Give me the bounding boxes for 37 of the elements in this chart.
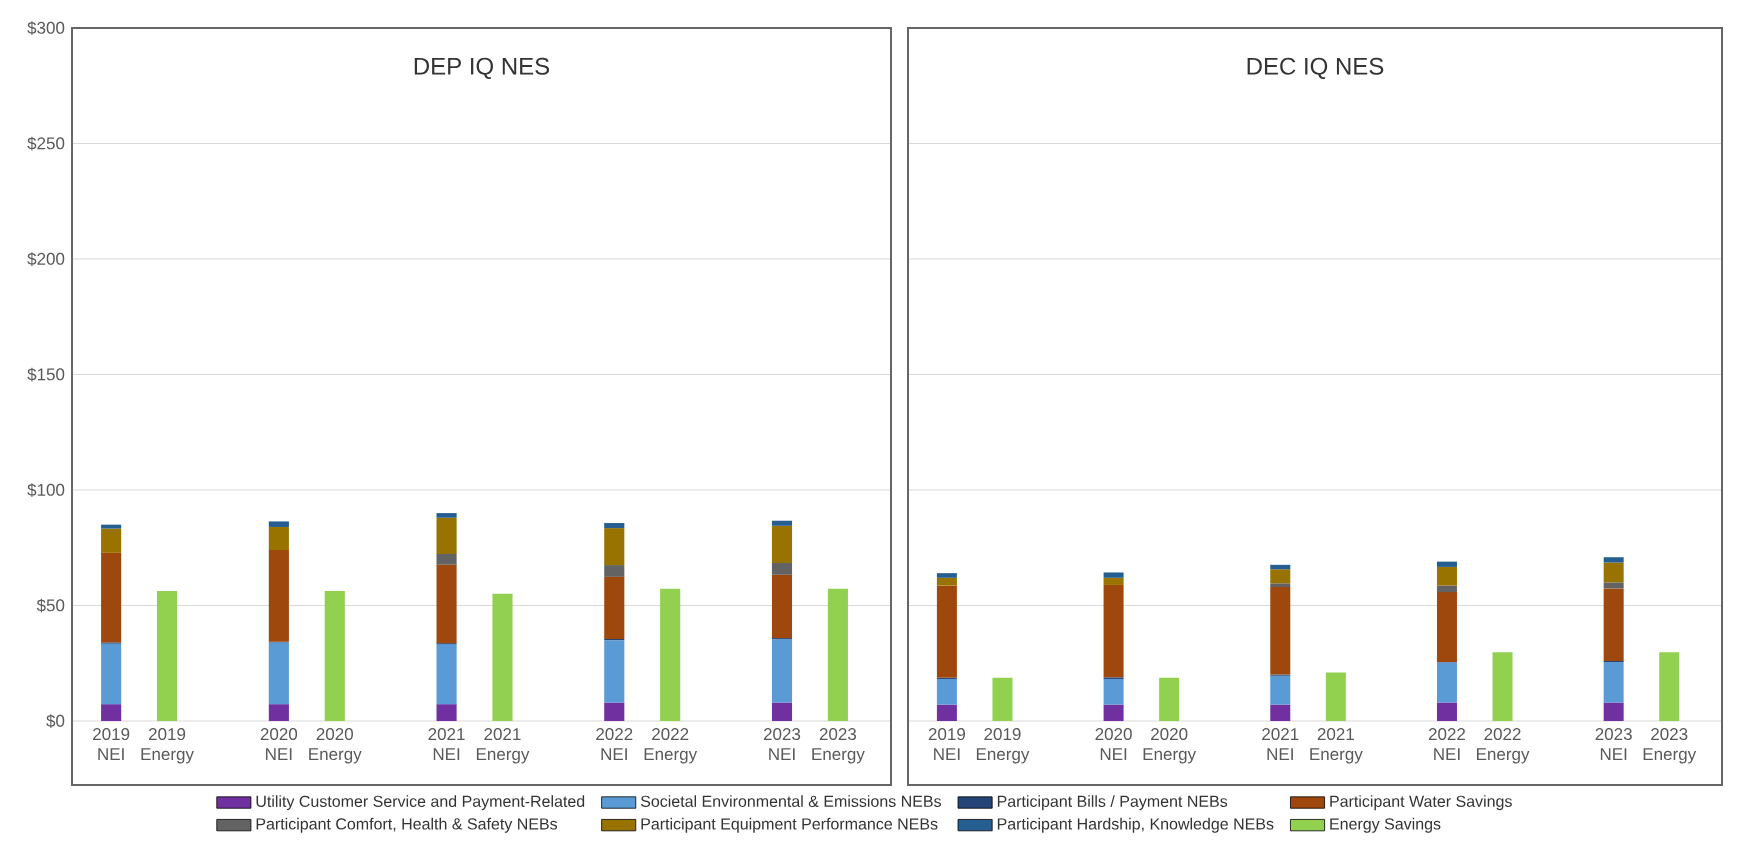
x-tick-label: 2020 Energy — [1143, 728, 1197, 764]
x-tick-label: 2020 NEI — [1095, 728, 1132, 760]
legend-label: Participant Water Savings — [1330, 795, 1512, 811]
x-tick-label: 2019 NEI — [93, 728, 130, 760]
y-tick-label: $50 — [36, 598, 65, 613]
x-tick-label: 2022 Energy — [644, 728, 698, 764]
x-tick-label: 2022 NEI — [1428, 728, 1466, 760]
y-tick-label: $250 — [27, 136, 65, 151]
x-tick-label: 2021 NEI — [1262, 728, 1299, 760]
legend-label: Participant Comfort, Health & Safety NEBs — [256, 817, 558, 833]
y-tick-label: $100 — [27, 483, 65, 497]
x-tick-label: 2023 Energy — [812, 728, 865, 764]
x-tick-label: 2019 NEI — [928, 728, 965, 760]
x-tick-label: 2021 Energy — [1310, 728, 1363, 764]
x-tick-label: 2019 Energy — [141, 728, 194, 764]
y-tick-label: $150 — [27, 367, 65, 382]
x-tick-label: 2022 Energy — [1476, 728, 1530, 764]
x-tick-label: 2019 Energy — [976, 728, 1030, 764]
text: DEC IQ NES — [1247, 57, 1384, 80]
x-tick-label: 2020 NEI — [260, 728, 298, 760]
x-tick-label: 2022 NEI — [596, 728, 633, 760]
text: DEP IQ NES — [414, 57, 550, 80]
x-tick-label: 2023 NEI — [1595, 728, 1632, 760]
legend-label: Societal Environmental & Emissions NEBs — [640, 795, 942, 807]
legend-label: Participant Hardship, Knowledge NEBs — [997, 817, 1274, 833]
legend-label: Participant Equipment Performance NEBs — [641, 817, 938, 833]
y-tick-label: $0 — [46, 714, 65, 728]
y-tick-label: $300 — [27, 21, 65, 35]
legend-label: Energy Savings — [1330, 817, 1441, 833]
y-tick-label: $200 — [27, 252, 65, 266]
x-tick-label: 2023 NEI — [763, 728, 801, 760]
x-tick-label: 2023 Energy — [1643, 728, 1697, 764]
legend-label: Utility Customer Service and Payment-Related — [256, 795, 585, 811]
legend-label: Participant Bills / Payment NEBs — [997, 795, 1228, 811]
x-tick-label: 2021 Energy — [476, 728, 530, 764]
x-tick-label: 2020 Energy — [309, 728, 362, 764]
x-tick-label: 2021 NEI — [428, 728, 465, 760]
